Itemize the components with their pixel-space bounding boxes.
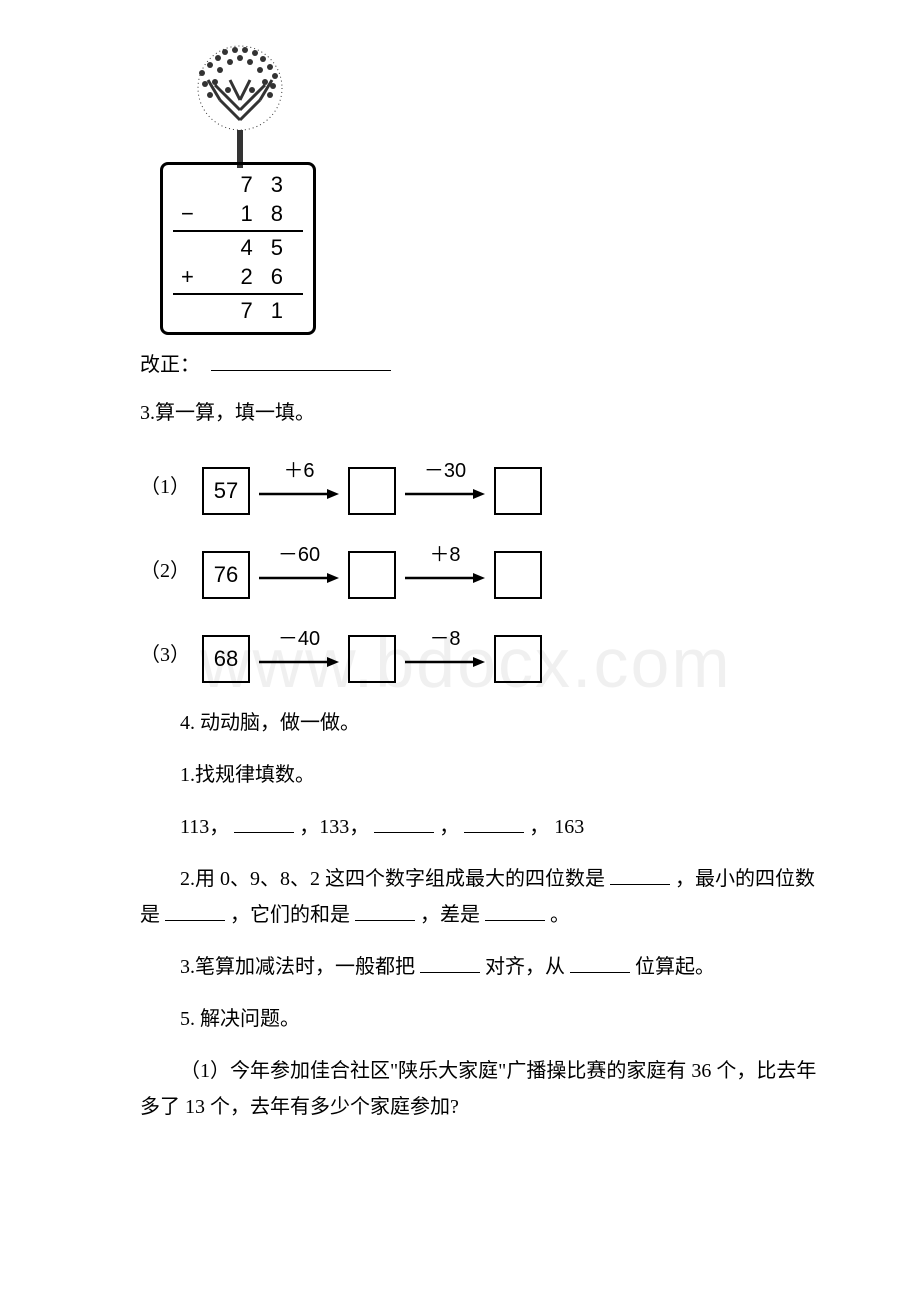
flow-row: （2） 76 －60 ＋8 <box>140 537 820 599</box>
flow-empty-box <box>348 467 396 515</box>
blank-underline <box>374 832 434 833</box>
q3-title: 3.算一算，填一填。 <box>140 395 820 431</box>
flow-operation: －30 <box>424 453 466 489</box>
flow-operation: ＋6 <box>283 453 314 489</box>
flow-row: （1） 57 ＋6 －30 <box>140 453 820 515</box>
blank-underline <box>211 370 391 371</box>
flow-arrow: ＋8 <box>400 537 490 599</box>
text: ，它们的和是 <box>230 904 350 926</box>
blank-underline <box>165 920 225 921</box>
calculation-scroll: 73 − 18 45 + 26 71 <box>160 162 316 335</box>
q5-sub1: （1）今年参加佳合社区"陕乐大家庭"广播操比赛的家庭有 36 个，比去年多了 1… <box>140 1053 820 1125</box>
text: ，差是 <box>420 904 480 926</box>
flow-start-box: 76 <box>202 551 250 599</box>
flow-operation: －60 <box>278 537 320 573</box>
digit: 7 <box>241 171 271 200</box>
text: 位算起。 <box>635 956 715 978</box>
digit: 7 <box>241 297 271 326</box>
digit: 6 <box>271 263 301 292</box>
q4-sub3: 3.笔算加减法时，一般都把 对齐，从 位算起。 <box>140 949 820 985</box>
seq-text: ， <box>439 816 459 838</box>
text: 对齐，从 <box>485 956 565 978</box>
seq-text: ， 163 <box>529 816 584 838</box>
text: 。 <box>550 904 570 926</box>
rule-line <box>173 293 303 295</box>
calc-row-2: − 18 <box>173 200 303 229</box>
blank-underline <box>464 832 524 833</box>
plus-sign: + <box>181 263 212 292</box>
flow-operation: －40 <box>278 621 320 657</box>
correction-line: 改正： <box>140 347 820 383</box>
correction-label: 改正： <box>140 354 200 376</box>
digit: 8 <box>271 200 301 229</box>
flow-empty-box <box>494 551 542 599</box>
flow-arrow: －30 <box>400 453 490 515</box>
q4-sequence: 113， ，133， ， ， 163 <box>140 809 820 845</box>
calc-row-5: 71 <box>173 297 303 326</box>
flow-arrow: －60 <box>254 537 344 599</box>
flow-start-box: 68 <box>202 635 250 683</box>
blank-underline <box>570 972 630 973</box>
calc-row-4: + 26 <box>173 263 303 292</box>
digit: 4 <box>241 234 271 263</box>
calc-row-1: 73 <box>173 171 303 200</box>
blank-underline <box>355 920 415 921</box>
blank-underline <box>420 972 480 973</box>
q4-sub2: 2.用 0、9、8、2 这四个数字组成最大的四位数是 ，最小的四位数是 ，它们的… <box>140 861 820 933</box>
flow-arrow: －40 <box>254 621 344 683</box>
tree-illustration <box>160 40 320 170</box>
blank-underline <box>610 884 670 885</box>
flow-operation: ＋8 <box>429 537 460 573</box>
seq-text: 113， <box>180 816 229 838</box>
flow-empty-box <box>348 635 396 683</box>
flow-arrow: －8 <box>400 621 490 683</box>
digit: 1 <box>241 200 271 229</box>
rule-line <box>173 230 303 232</box>
blank-underline <box>234 832 294 833</box>
q5-title: 5. 解决问题。 <box>140 1001 820 1037</box>
text: 2.用 0、9、8、2 这四个数字组成最大的四位数是 <box>180 868 605 890</box>
flow-row: （3） 68 －40 －8 <box>140 621 820 683</box>
flow-start-box: 57 <box>202 467 250 515</box>
flow-operation: －8 <box>429 621 460 657</box>
flow-empty-box <box>494 635 542 683</box>
q4-title: 4. 动动脑，做一做。 <box>140 705 820 741</box>
minus-sign: − <box>181 200 212 229</box>
flow-empty-box <box>494 467 542 515</box>
digit: 5 <box>271 234 301 263</box>
vertical-calculation: 73 − 18 45 + 26 71 <box>160 40 820 335</box>
flow-empty-box <box>348 551 396 599</box>
digit: 3 <box>271 171 301 200</box>
text: 3.笔算加减法时，一般都把 <box>180 956 415 978</box>
flow-label: （2） <box>140 553 190 599</box>
flow-arrow: ＋6 <box>254 453 344 515</box>
calc-row-3: 45 <box>173 234 303 263</box>
flow-label: （3） <box>140 637 190 683</box>
q4-sub1: 1.找规律填数。 <box>140 757 820 793</box>
blank-underline <box>485 920 545 921</box>
seq-text: ，133， <box>299 816 369 838</box>
digit: 2 <box>241 263 271 292</box>
flow-label: （1） <box>140 469 190 515</box>
digit: 1 <box>271 297 301 326</box>
